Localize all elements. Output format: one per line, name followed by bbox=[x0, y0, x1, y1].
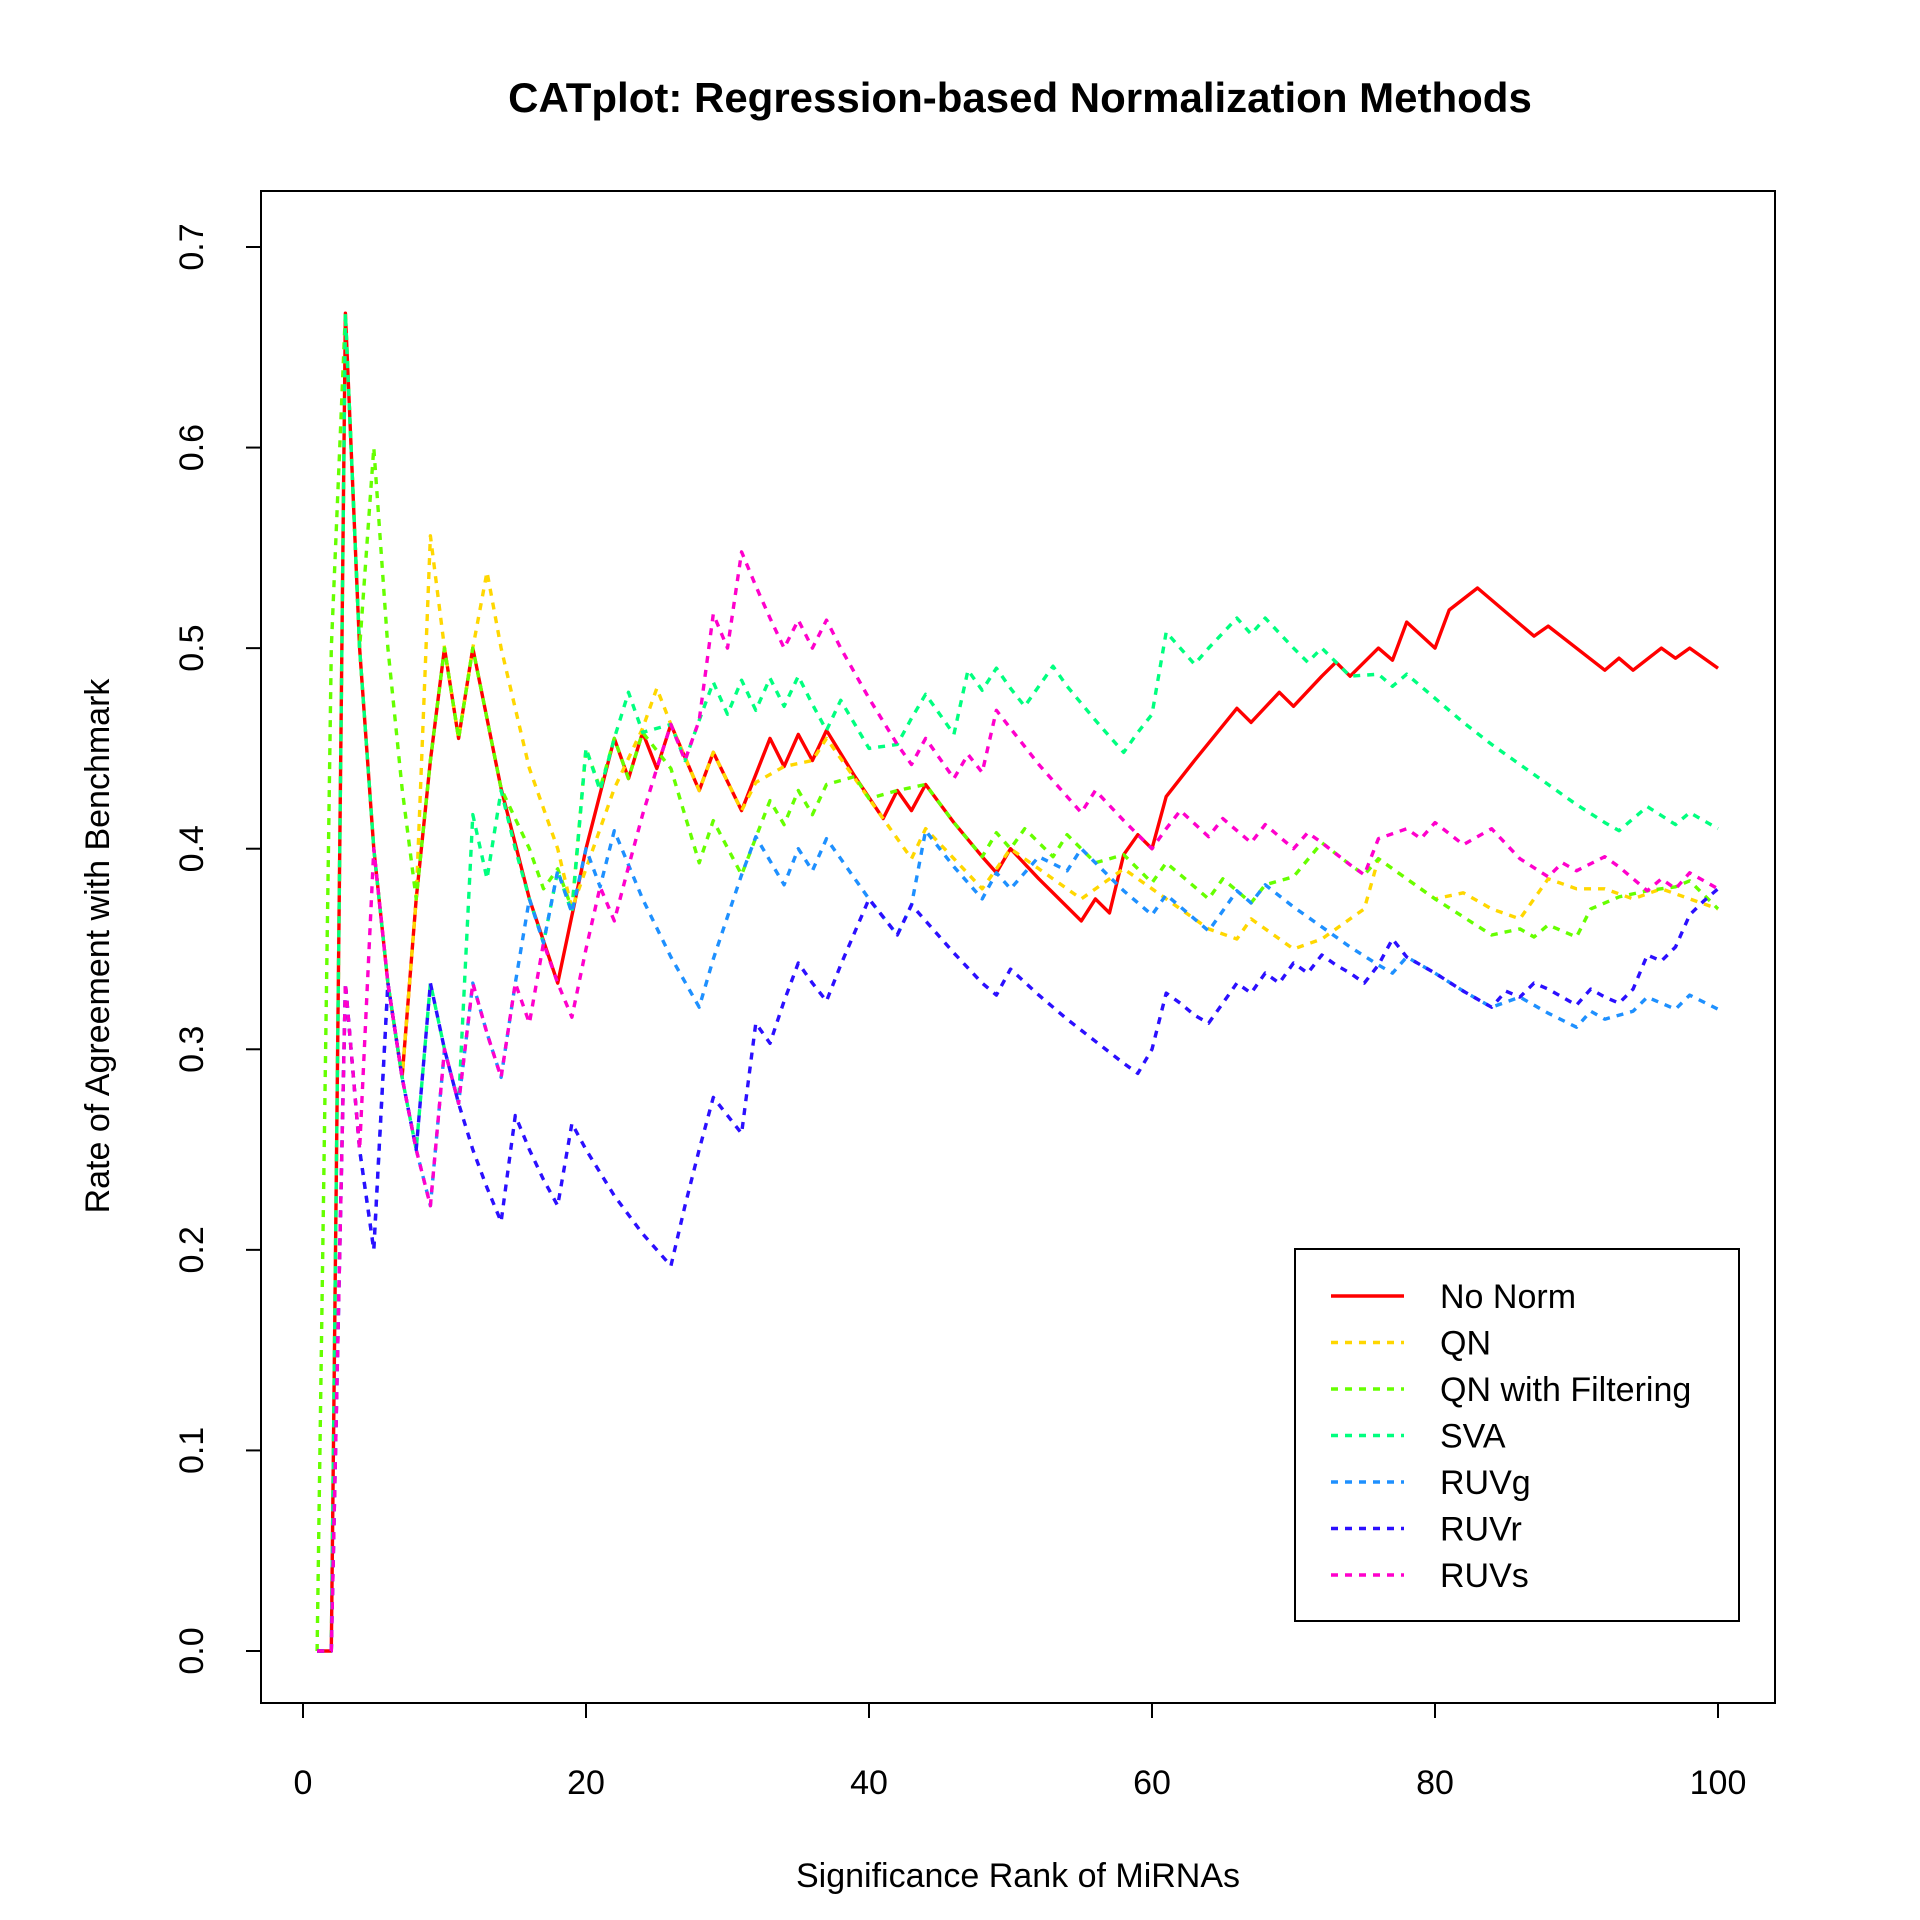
legend-label-no-norm: No Norm bbox=[1440, 1278, 1576, 1316]
y-tick-label: 0.4 bbox=[173, 825, 211, 872]
series-line-no-norm bbox=[317, 311, 1719, 1653]
x-tick-label: 40 bbox=[850, 1764, 888, 1802]
x-tick-label: 20 bbox=[567, 1764, 605, 1802]
series-line-qn-with-filtering bbox=[315, 311, 1720, 1652]
y-tick-label: 0.2 bbox=[173, 1226, 211, 1273]
y-tick-label: 0.6 bbox=[173, 424, 211, 471]
legend-label-ruvg: RUVg bbox=[1440, 1464, 1531, 1502]
legend-label-ruvr: RUVr bbox=[1440, 1511, 1522, 1549]
x-axis: 0 20 40 60 80 100 bbox=[294, 1702, 1747, 1802]
y-tick-label: 0.5 bbox=[173, 625, 211, 672]
y-tick-label: 0.7 bbox=[173, 223, 211, 270]
series-line-sva bbox=[317, 311, 1719, 1653]
legend-label-qn: QN bbox=[1440, 1325, 1491, 1363]
x-tick-label: 100 bbox=[1690, 1764, 1747, 1802]
x-axis-label: Significance Rank of MiRNAs bbox=[796, 1857, 1240, 1895]
legend: No Norm QN QN with Filtering SVA RUVg RUVr RUV… bbox=[1294, 1248, 1740, 1622]
x-tick-label: 0 bbox=[294, 1764, 313, 1802]
series-line-ruvr bbox=[317, 887, 1720, 1653]
legend-box bbox=[1294, 1248, 1740, 1622]
series-line-ruvs bbox=[317, 550, 1719, 1653]
x-tick-label: 60 bbox=[1133, 1764, 1171, 1802]
chart-title: CATplot: Regression-based Normalization … bbox=[508, 74, 1532, 121]
plot-area bbox=[315, 311, 1720, 1653]
x-tick-label: 80 bbox=[1416, 1764, 1454, 1802]
y-axis: 0.0 0.1 0.2 0.3 0.4 0.5 0.6 0.7 bbox=[173, 223, 262, 1675]
y-tick-label: 0.1 bbox=[173, 1427, 211, 1474]
legend-label-qn-with-filtering: QN with Filtering bbox=[1440, 1371, 1691, 1409]
y-axis-label: Rate of Agreement with Benchmark bbox=[79, 678, 117, 1214]
y-tick-label: 0.0 bbox=[173, 1627, 211, 1674]
legend-items: No Norm QN QN with Filtering SVA RUVg RUVr RUV… bbox=[1331, 1278, 1691, 1595]
y-tick-label: 0.3 bbox=[173, 1026, 211, 1073]
legend-label-sva: SVA bbox=[1440, 1418, 1506, 1456]
legend-label-ruvs: RUVs bbox=[1440, 1557, 1529, 1595]
